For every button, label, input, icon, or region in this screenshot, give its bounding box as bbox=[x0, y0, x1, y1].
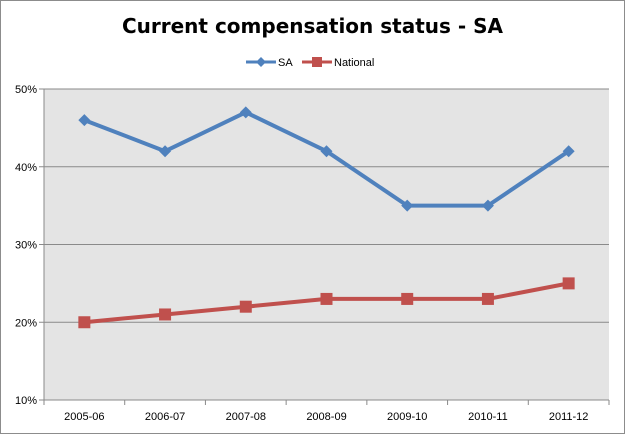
data-point bbox=[562, 145, 575, 158]
gridlines bbox=[44, 88, 609, 323]
legend-label: National bbox=[334, 57, 374, 69]
chart-title: Current compensation status - SA bbox=[121, 14, 504, 38]
data-point bbox=[78, 316, 91, 329]
data-point bbox=[401, 199, 414, 212]
y-tick-label: 10% bbox=[15, 395, 37, 407]
data-point bbox=[401, 292, 414, 305]
x-tick-label: 2010-11 bbox=[468, 411, 508, 423]
series-layer bbox=[78, 106, 575, 329]
series-sa bbox=[78, 106, 575, 212]
y-tick-label: 20% bbox=[15, 317, 37, 329]
x-tick-label: 2011-12 bbox=[549, 411, 589, 423]
series-national bbox=[78, 277, 575, 329]
data-point bbox=[239, 300, 252, 313]
legend-item: SA bbox=[246, 57, 293, 69]
y-tick-label: 50% bbox=[15, 84, 37, 96]
legend-marker bbox=[312, 57, 322, 67]
data-point bbox=[78, 114, 91, 127]
legend-item: National bbox=[302, 57, 374, 69]
data-point bbox=[562, 277, 575, 290]
x-tick-label: 2009-10 bbox=[387, 411, 427, 423]
legend-label: SA bbox=[278, 57, 293, 69]
x-tick-label: 2008-09 bbox=[306, 411, 346, 423]
data-point bbox=[239, 106, 252, 119]
data-point bbox=[159, 308, 172, 321]
legend-marker bbox=[256, 57, 266, 67]
data-point bbox=[481, 199, 494, 212]
axes: 10% 20% 30% 40% 50% 2005-06 2006-07 2007-08 2008… bbox=[15, 84, 610, 423]
legend: SA National bbox=[246, 57, 374, 69]
x-tick-label: 2007-08 bbox=[226, 411, 266, 423]
data-point bbox=[481, 292, 494, 305]
x-tick-label: 2006-07 bbox=[145, 411, 185, 423]
y-tick-label: 30% bbox=[15, 240, 37, 252]
data-point bbox=[320, 292, 333, 305]
data-point bbox=[320, 145, 333, 158]
data-point bbox=[159, 145, 172, 158]
x-tick-label: 2005-06 bbox=[64, 411, 104, 423]
y-tick-label: 40% bbox=[15, 162, 37, 174]
